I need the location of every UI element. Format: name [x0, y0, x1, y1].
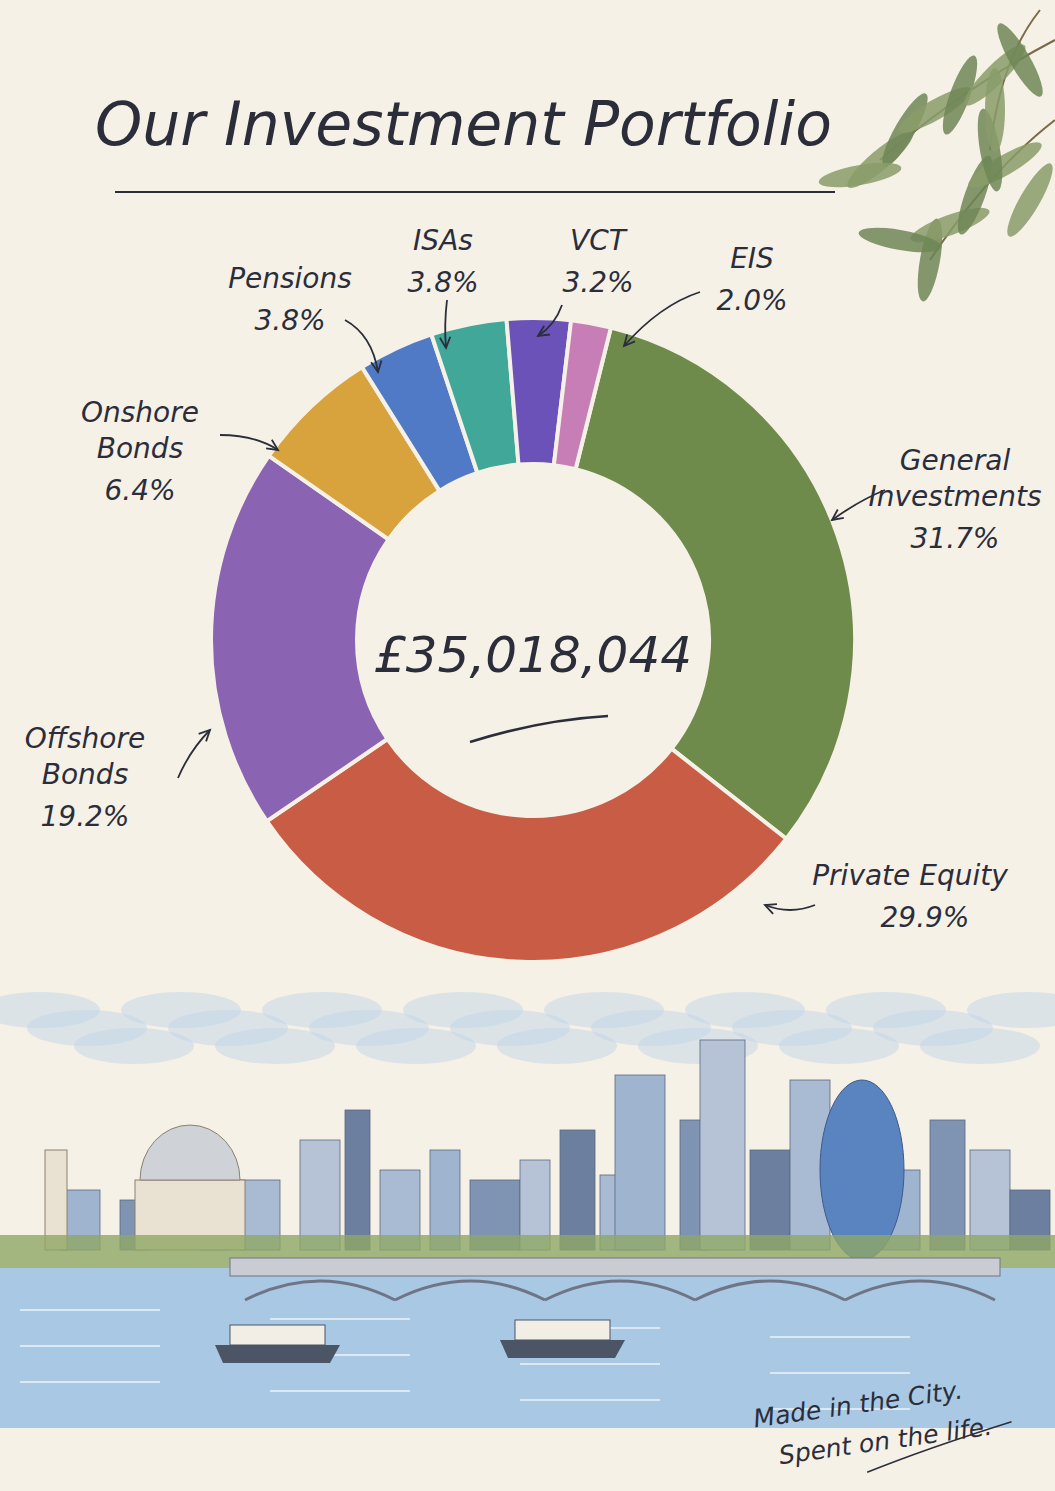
building: [930, 1120, 965, 1250]
leaf: [990, 19, 1049, 102]
gherkin: [820, 1080, 904, 1260]
arrow-head: [199, 730, 210, 741]
boat-cabin: [230, 1325, 325, 1345]
slice-label-line: Bonds: [97, 432, 183, 465]
leaves-decor: [817, 10, 1055, 303]
slice-label-line: VCT: [570, 224, 628, 257]
chart-canvas: Our Investment Portfolio GeneralInvestmen…: [0, 0, 1055, 1491]
donut-slice: [554, 320, 611, 469]
label-arrow: [832, 490, 885, 520]
arrow-head: [538, 326, 550, 336]
label-arrow: [765, 905, 815, 910]
slice-label: OffshoreBonds: [25, 722, 145, 791]
skyline-decor: [0, 992, 1055, 1428]
slice-label-line: Offshore: [25, 722, 145, 755]
arrow-head: [266, 440, 278, 450]
arrow-head: [371, 360, 381, 372]
building: [560, 1130, 595, 1250]
slice-value-label: 6.4%: [104, 474, 175, 507]
building: [700, 1040, 745, 1250]
slice-label-line: Pensions: [228, 262, 352, 295]
slice-value-label: 31.7%: [911, 522, 1000, 555]
donut-slice: [576, 328, 855, 839]
leaf: [1000, 159, 1055, 242]
arrow-head: [624, 334, 635, 346]
water-ripple: [520, 1399, 660, 1401]
leaf: [985, 68, 1005, 152]
leaf: [857, 223, 943, 257]
boat-hull: [215, 1345, 340, 1363]
water-ripple: [20, 1309, 160, 1311]
cathedral-dome: [140, 1125, 240, 1180]
water-ripple: [20, 1381, 160, 1383]
label-arrow: [538, 305, 562, 336]
boat-hull: [500, 1340, 625, 1358]
title-rule: [115, 191, 835, 193]
bridge-arch: [695, 1281, 845, 1300]
donut-slice: [267, 739, 787, 962]
label-arrow: [624, 292, 700, 346]
building: [615, 1075, 665, 1250]
arrow-head: [765, 904, 777, 914]
bridge-arch: [395, 1281, 545, 1300]
slice-value-label: 29.9%: [881, 901, 970, 934]
slice-label-line: General: [900, 444, 1011, 477]
leaf: [817, 158, 903, 192]
cloud: [967, 992, 1055, 1028]
water-ripple: [20, 1345, 160, 1347]
slice-label: OnshoreBonds: [81, 396, 199, 465]
label-arrow: [445, 300, 447, 348]
label-arrow: [178, 730, 210, 778]
water-ripple: [520, 1363, 660, 1365]
bridge-deck: [230, 1258, 1000, 1276]
slice-value-label: 3.8%: [407, 266, 478, 299]
building: [345, 1110, 370, 1250]
bridge-arch: [245, 1281, 395, 1300]
arrow-head: [832, 509, 844, 520]
tagline-line: Spent on the life.: [777, 1412, 994, 1471]
slice-value-label: 2.0%: [716, 284, 787, 317]
slice-label-line: ISAs: [413, 224, 473, 257]
slice-label: VCT: [570, 224, 628, 257]
slice-label-line: Private Equity: [812, 859, 1008, 892]
boat-cabin: [515, 1320, 610, 1340]
tagline: Made in the City.Spent on the life.: [752, 1369, 1016, 1487]
slice-label: GeneralInvestments: [868, 444, 1041, 513]
slice-label: ISAs: [413, 224, 473, 257]
background: [0, 0, 1055, 1491]
slice-label-line: Investments: [868, 480, 1041, 513]
cloud: [920, 1028, 1040, 1064]
arrow-head: [440, 337, 450, 348]
bridge-arch: [545, 1281, 695, 1300]
building: [300, 1140, 340, 1250]
slice-value-label: 3.8%: [254, 304, 325, 337]
donut-slice: [431, 319, 518, 473]
slice-value-label: 3.2%: [562, 266, 633, 299]
water-ripple: [770, 1336, 910, 1338]
title: Our Investment Portfolio: [95, 89, 832, 159]
slice-label: EIS: [730, 242, 774, 275]
slice-label-line: Bonds: [42, 758, 128, 791]
tagline-underline: [863, 1422, 1016, 1473]
bridge-arch: [845, 1281, 995, 1300]
slice-label: Pensions: [228, 262, 352, 295]
slice-value-label: 19.2%: [41, 800, 130, 833]
slice-label-line: EIS: [730, 242, 774, 275]
water-ripple: [270, 1390, 410, 1392]
label-arrow: [220, 435, 278, 450]
slice-label-line: Onshore: [81, 396, 199, 429]
donut: [211, 318, 855, 962]
water-ripple: [270, 1318, 410, 1320]
water-ripple: [770, 1372, 910, 1374]
center-underline: [470, 716, 608, 742]
center-total: £35,018,044: [374, 626, 692, 684]
slice-label: Private Equity: [812, 859, 1008, 892]
